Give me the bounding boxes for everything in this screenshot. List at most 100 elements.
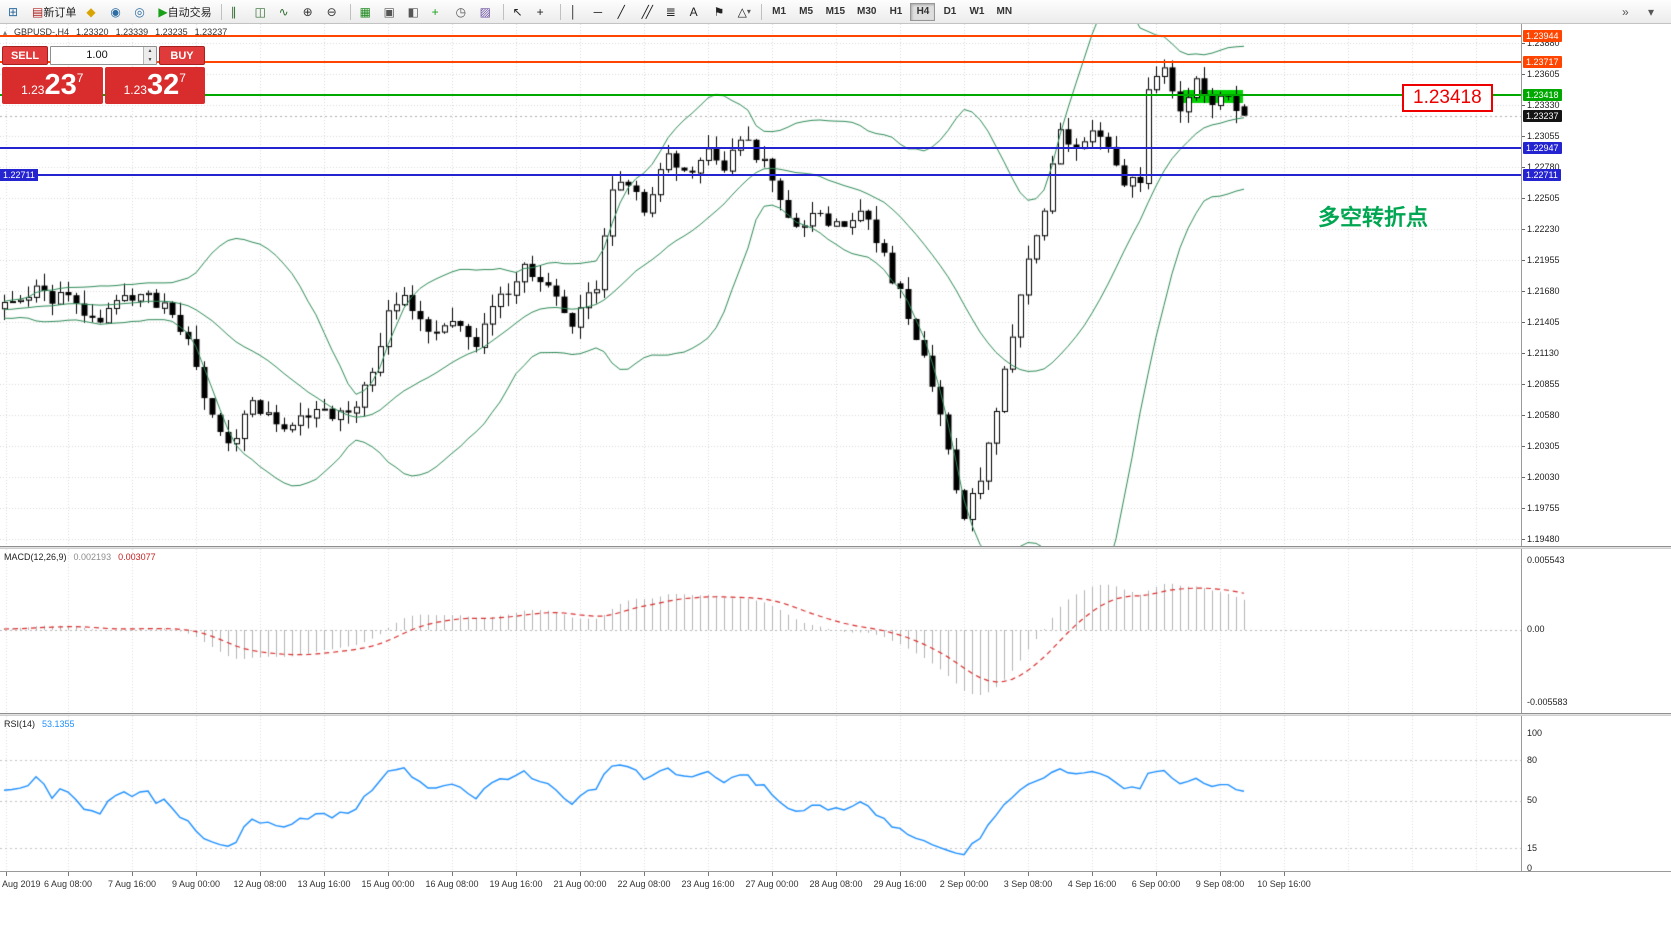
price-axis-tick [1522,508,1525,510]
macd-canvas[interactable] [0,549,1521,713]
data-window[interactable]: ◎ [130,2,152,22]
cursor-tool[interactable]: ↖ [509,2,531,22]
auto-arrange[interactable]: ▦ [356,2,378,22]
time-axis-label: 10 Sep 16:00 [1257,879,1311,889]
cascade-windows-icon: ▣ [383,4,395,19]
time-axis-label: 7 Aug 16:00 [107,879,157,889]
zoom-in[interactable]: ⊕ [299,2,321,22]
cascade-windows[interactable]: ▣ [380,2,402,22]
vertical-line-tool[interactable]: │ [566,2,588,22]
auto-trading[interactable]: ▶ 自动交易 [154,2,215,22]
horizontal-level-line[interactable] [0,60,1521,63]
arrows-tool[interactable]: ⚑ [710,2,732,22]
horizontal-level-line[interactable] [0,34,1521,37]
metaeditor[interactable]: ◆ [82,2,104,22]
volume-decrease-button[interactable]: ▼ [144,55,156,64]
ohlc-high: 1.23339 [115,27,149,37]
trendline-tool[interactable]: ╱ [614,2,636,22]
new-chart[interactable]: ⊞ [4,2,26,22]
crosshair-tool[interactable]: + [533,2,555,22]
time-axis-label: 2 Sep 00:00 [939,879,989,889]
chart-symbol-period: GBPUSD-,H4 [14,27,70,37]
rsi-scale-0: 0 [1527,863,1533,871]
horizontal-level-line[interactable] [0,147,1521,150]
timeframe-m30[interactable]: M30 [852,3,881,21]
timeframe-d1[interactable]: D1 [937,3,962,21]
time-axis[interactable]: Aug 2019 6 Aug 08:00 7 Aug 16:00 9 Aug 00:0… [0,871,1671,892]
time-axis-label: Aug 2019 [2,879,41,889]
volume-input[interactable]: 1.00 ▲ ▼ [50,46,157,65]
time-axis-tick [644,872,645,876]
toolbar-more[interactable]: » [1618,2,1640,22]
shapes-tool[interactable]: △ ▾ [734,2,756,22]
vertical-line-tool-icon: │ [569,4,577,19]
horizontal-line-tool[interactable]: ─ [590,2,612,22]
templates[interactable]: ▨ [476,2,498,22]
time-axis-label: 3 Sep 08:00 [1003,879,1053,889]
timeframe-m5[interactable]: M5 [794,3,819,21]
price-axis-label: 1.23330 [1527,100,1560,111]
timeframe-m1[interactable]: M1 [767,3,792,21]
price-axis[interactable]: 1.23880 1.23605 1.23330 1.23055 1.22780 1.225… [1521,24,1671,546]
period-clock[interactable]: ◷ [452,2,474,22]
price-axis-tag: 1.22711 [1523,169,1561,181]
panel-separator[interactable] [0,546,1671,549]
time-axis-tick [68,872,69,876]
price-axis-tick [1522,322,1525,324]
timeframe-mn[interactable]: MN [991,3,1017,21]
crosshair-tool-icon: + [536,4,544,19]
panel-separator[interactable] [0,713,1671,716]
rsi-scale-100: 100 [1527,728,1543,738]
rsi-axis[interactable]: 100 80 50 15 0 [1521,716,1671,871]
new-order[interactable]: ▤ 新订单 [28,2,80,22]
timeframe-w1[interactable]: W1 [964,3,989,21]
rsi-canvas[interactable] [0,716,1521,871]
main-toolbar: ⊞ ▤ 新订单 ◆ ◉ ◎ ▶ 自动交易 ∥ ◫ ∿ ⊕ ⊖ ▦ ▣ ◧ + ◷ ▨ ↖ + │ ─ ╱ ╱╱ ≣ A ⚑ △ ▾ M1 M5… [0,0,1671,24]
timeframe-h4[interactable]: H4 [910,2,936,21]
bar-chart-mode-icon: ∥ [230,4,237,19]
text-tool[interactable]: A [686,2,708,22]
time-axis-label: 6 Aug 08:00 [43,879,93,889]
shapes-tool-icon: △ [737,4,747,19]
indicators-list[interactable]: + [428,2,450,22]
timeframe-h1[interactable]: H1 [883,3,908,21]
price-axis-label: 1.20855 [1527,379,1560,390]
timeframe-m15[interactable]: M15 [821,3,850,21]
sell-button[interactable]: SELL [2,46,48,65]
toolbar-collapse[interactable]: ▾ [1644,2,1666,22]
zoom-out[interactable]: ⊖ [323,2,345,22]
macd-scale-min: -0.005583 [1527,697,1568,707]
ask-pipette: 7 [179,71,186,85]
price-axis-tick [1522,74,1525,76]
macd-main-value: 0.002193 [73,552,112,562]
price-axis-tick [1522,353,1525,355]
ohlc-open: 1.23320 [76,27,109,37]
price-axis-tick [1522,229,1525,231]
price-axis-tick [1522,477,1525,479]
one-click-collapse-arrow[interactable]: ▴ [3,27,8,37]
price-chart-canvas[interactable] [0,24,1521,546]
fibonacci-tool[interactable]: ≣ [662,2,684,22]
buy-price-panel[interactable]: 1.23 32 7 [104,67,205,104]
time-axis-label: 12 Aug 08:00 [233,879,287,889]
new-chart-icon: ⊞ [8,4,18,19]
price-axis-tick [1522,446,1525,448]
zoom-out-icon: ⊖ [326,4,337,19]
sell-price-panel[interactable]: 1.23 23 7 [2,67,103,104]
chart-annotation[interactable]: 多空转折点 [1318,205,1429,230]
tile-windows[interactable]: ◧ [404,2,426,22]
candlestick-mode[interactable]: ◫ [251,2,273,22]
macd-axis[interactable]: 0.005543 0.00 -0.005583 [1521,549,1671,713]
volume-increase-button[interactable]: ▲ [144,47,156,56]
line-chart-mode[interactable]: ∿ [275,2,297,22]
horizontal-level-line[interactable] [0,174,1521,176]
horizontal-level-line[interactable] [0,94,1521,97]
equidistant-channel-tool[interactable]: ╱╱ [638,2,660,22]
market-watch[interactable]: ◉ [106,2,128,22]
toolbar-collapse-icon: ▾ [1648,5,1654,19]
price-callout[interactable]: 1.23418 [1402,84,1493,112]
time-axis-label: 13 Aug 16:00 [297,879,351,889]
buy-button[interactable]: BUY [159,46,205,65]
arrows-tool-icon: ⚑ [713,4,725,19]
bar-chart-mode[interactable]: ∥ [227,2,249,22]
